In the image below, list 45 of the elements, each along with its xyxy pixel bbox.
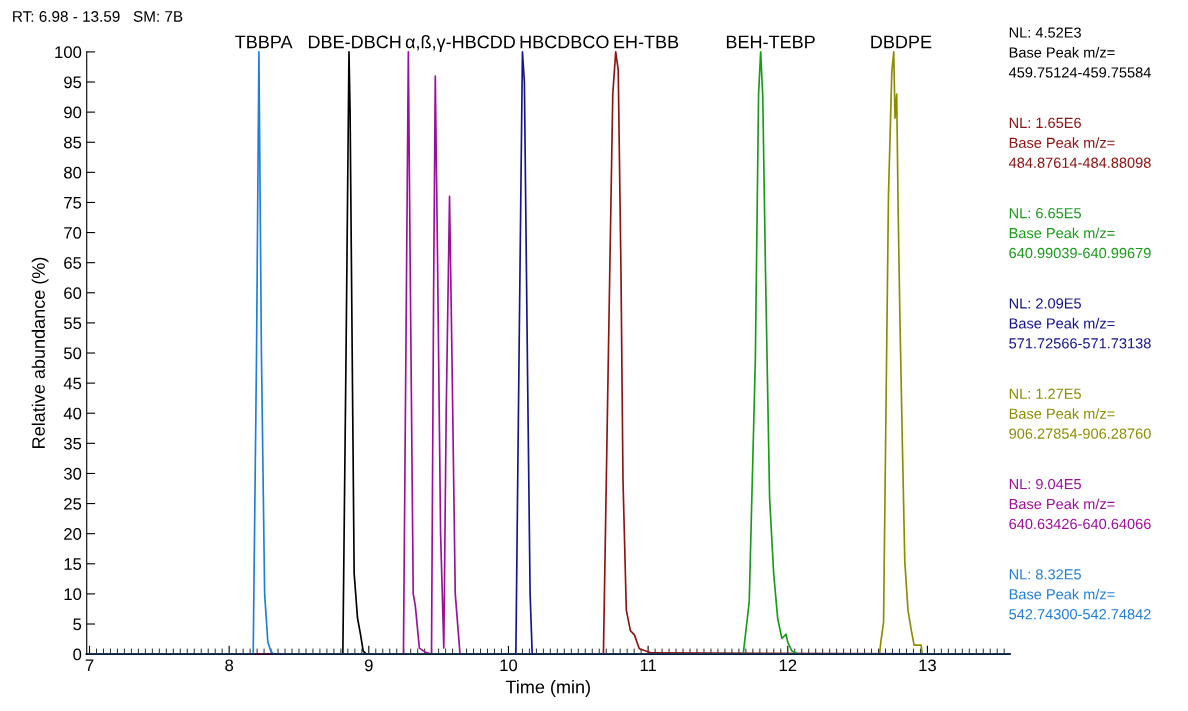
y-tick-label: 60	[64, 287, 82, 299]
annotation: NL: 9.04E5 Base Peak m/z= 640.63426-640.64066	[1009, 478, 1151, 530]
y-tick-label: 10	[64, 588, 82, 601]
annotation: NL: 2.09E5 Base Peak m/z= 571.72566-571.73138	[1009, 298, 1151, 349]
y-tick-label: 25	[64, 497, 82, 510]
series-label: HBCDBCO	[520, 35, 609, 49]
text: RT: 6.98 - 13.59 SM: 7B	[13, 11, 183, 22]
y-tick-label: 80	[64, 166, 82, 179]
annotation: NL: 4.52E3 Base Peak m/z= 459.75124-459.75584	[1008, 27, 1151, 78]
y-tick-label: 50	[63, 347, 82, 360]
y-tick-label: 35	[63, 437, 82, 450]
x-tick-label: 8	[225, 659, 234, 672]
y-tick-label: 5	[73, 618, 82, 631]
y-tick-label: 30	[63, 467, 82, 480]
series-label: EH-TBB	[614, 35, 679, 49]
y-tick-label: 20	[64, 528, 82, 540]
y-tick-label: 85	[64, 136, 82, 149]
x-tick-label: 10	[500, 659, 518, 672]
annotation: NL: 1.65E6 Base Peak m/z= 484.87614-484.88098	[1008, 117, 1151, 168]
y-tick-label: 45	[63, 377, 82, 390]
y-axis-title: Relative abundance (%)	[31, 257, 49, 448]
series-label: TBBPA	[235, 35, 293, 49]
y-tick-label: 15	[64, 558, 82, 570]
x-axis-title: Time (min)	[505, 680, 590, 697]
y-tick-label: 55	[63, 317, 82, 330]
y-tick-label: 65	[64, 257, 82, 269]
series-label: DBDPE	[871, 35, 932, 49]
y-tick-label: 70	[64, 226, 82, 239]
series-label: DBE-DBCH	[308, 35, 401, 49]
x-tick-label: 13	[919, 659, 936, 672]
y-tick-label: 0	[73, 648, 82, 661]
y-tick-label: 75	[64, 197, 82, 209]
annotation: NL: 6.65E5 Base Peak m/z= 640.99039-640.99679	[1009, 208, 1151, 259]
annotation: NL: 1.27E5 Base Peak m/z= 906.27854-906.28760	[1009, 388, 1151, 439]
series-label: α,ß,γ-HBCDD	[405, 35, 515, 52]
y-tick-label: 100	[55, 46, 82, 59]
y-tick-label: 95	[64, 76, 82, 89]
x-tick-label: 12	[779, 659, 797, 672]
annotation: NL: 8.32E5 Base Peak m/z= 542.74300-542.74842	[1009, 569, 1151, 620]
x-tick-label: 9	[364, 659, 373, 672]
x-tick-label: 11	[640, 659, 656, 672]
x-tick-label: 7	[85, 659, 94, 672]
y-tick-label: 40	[63, 407, 82, 420]
series-label: BEH-TEBP	[726, 35, 815, 49]
y-tick-label: 90	[64, 106, 82, 119]
